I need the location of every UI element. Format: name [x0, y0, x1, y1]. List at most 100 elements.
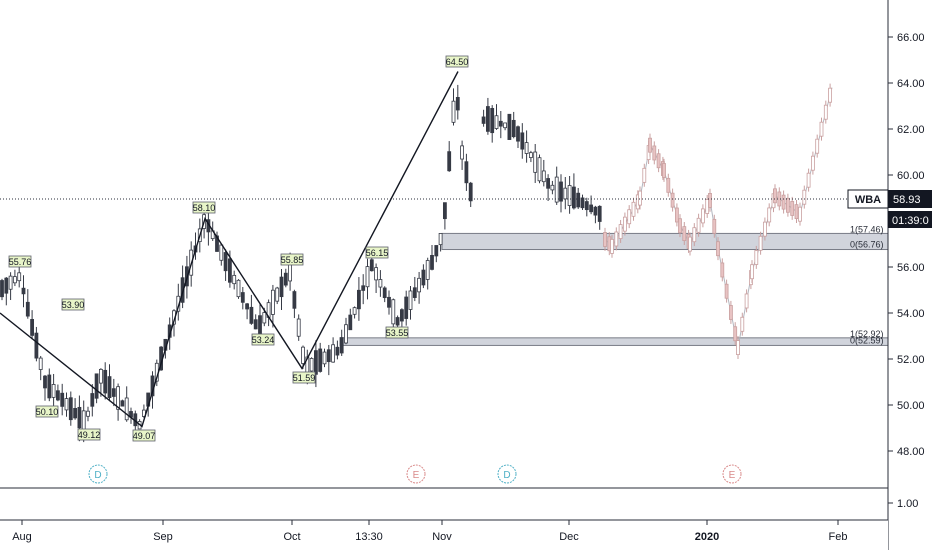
candle	[111, 378, 116, 407]
candle	[116, 383, 120, 421]
candle-body	[344, 324, 348, 344]
candle-body	[47, 374, 52, 399]
candle-body	[516, 126, 520, 142]
symbol-label: WBA	[855, 194, 881, 206]
projected-candle	[786, 193, 790, 217]
candle-body	[550, 184, 555, 191]
projected-body	[798, 206, 802, 222]
candle-body	[361, 285, 366, 291]
candle-body	[258, 315, 262, 336]
candle-body	[533, 151, 538, 173]
candle	[68, 391, 73, 426]
time-tick-label: Sep	[153, 531, 173, 543]
candle	[279, 268, 284, 310]
candle-body	[240, 292, 245, 303]
projected-body	[627, 209, 632, 225]
projected-candle	[716, 237, 720, 261]
candle	[382, 286, 387, 303]
projected-candle	[798, 202, 802, 226]
candle	[4, 277, 9, 306]
candle	[335, 340, 340, 360]
pivot-value: 50.10	[36, 407, 59, 417]
price-tick-label: 62.00	[897, 124, 925, 136]
candle-body	[511, 119, 516, 138]
candle-body	[245, 303, 250, 310]
candle	[129, 407, 133, 424]
pivot-box	[292, 371, 316, 384]
candle-body	[559, 181, 563, 202]
candle	[442, 202, 447, 230]
pivot-label: 64.50	[445, 55, 469, 68]
candle	[17, 265, 22, 288]
projected-candle	[724, 279, 729, 303]
projected-candle	[750, 260, 754, 284]
candle	[404, 290, 409, 326]
projected-body	[688, 236, 692, 252]
projected-body	[678, 218, 682, 234]
projected-candle	[666, 173, 671, 197]
candle	[584, 197, 589, 217]
candle-body	[352, 307, 357, 315]
candle-body	[529, 152, 533, 158]
time-axis[interactable]: Aug Sep Oct 13:30 Nov Dec 2020 Feb	[12, 520, 847, 543]
candle-body	[374, 267, 379, 281]
candle-body	[567, 185, 572, 206]
pivot-label: 49.12	[77, 428, 101, 441]
last-price-value: 58.93	[893, 194, 921, 206]
candle-body	[520, 132, 525, 150]
projected-body	[767, 207, 772, 223]
candle	[460, 140, 465, 170]
candle	[365, 258, 370, 300]
pivot-value: 53.24	[252, 335, 275, 345]
candle-body	[73, 408, 77, 419]
pane-tick-label: 1.00	[897, 498, 918, 510]
projected-body	[733, 326, 738, 342]
pivot-value: 51.59	[293, 373, 316, 383]
candle	[103, 362, 108, 400]
candle	[21, 275, 26, 308]
candle	[550, 180, 555, 195]
projected-candle	[720, 258, 725, 282]
pivot-box	[251, 333, 275, 346]
candle-body	[421, 269, 426, 286]
candle	[516, 125, 520, 148]
candle	[529, 150, 533, 163]
candle	[421, 264, 426, 289]
candle-body	[425, 260, 430, 280]
candle	[507, 113, 512, 140]
projected-body	[670, 192, 675, 208]
candle	[266, 299, 271, 327]
candle-body	[279, 276, 284, 298]
projected-body	[786, 197, 790, 213]
price-axis-bg[interactable]	[888, 0, 932, 550]
candle	[94, 373, 99, 404]
candle	[498, 110, 503, 139]
projected-body	[712, 218, 717, 234]
pivot-label: 51.59	[292, 371, 316, 384]
price-axis[interactable]: 66.0064.0062.0060.0058.0056.0054.0052.00…	[888, 32, 925, 510]
candle-body	[507, 113, 512, 140]
projected-body	[642, 167, 647, 183]
projected-candle	[744, 289, 749, 313]
candle	[494, 104, 499, 130]
candle-body	[391, 299, 396, 325]
candle	[356, 277, 361, 321]
candle-body	[275, 287, 280, 302]
projected-candle	[627, 205, 632, 229]
candle	[318, 342, 323, 373]
candle-body	[0, 280, 4, 298]
pivot-value: 53.90	[62, 300, 85, 310]
candle	[8, 272, 13, 301]
projected-candle	[729, 300, 733, 324]
projected-candle	[754, 245, 759, 269]
candle-body	[253, 319, 258, 330]
candle	[215, 231, 219, 252]
time-axis-bg[interactable]	[0, 520, 888, 550]
projected-body	[754, 250, 759, 265]
projected-candle	[781, 190, 786, 214]
candle-body	[283, 272, 288, 286]
pivot-box	[192, 201, 216, 214]
